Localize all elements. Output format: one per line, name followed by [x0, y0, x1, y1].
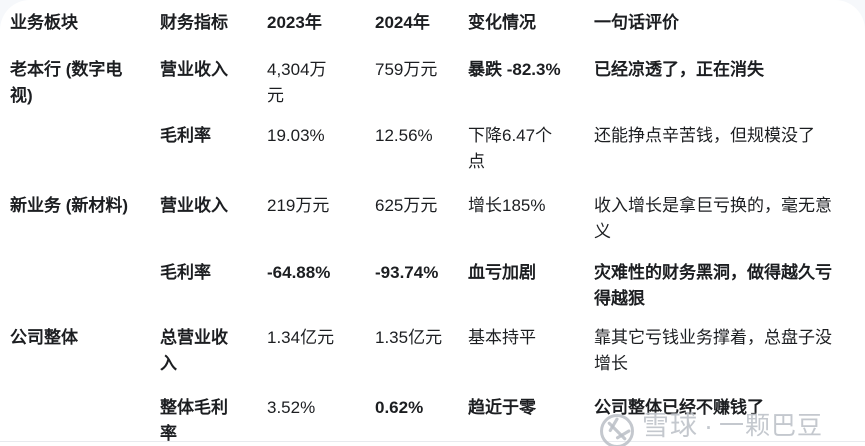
cell-change: 趋近于零 [468, 398, 536, 417]
watermark-brand: 雪球 [642, 411, 698, 441]
bottom-divider [0, 441, 865, 442]
cell-metric: 营业收入 [160, 196, 228, 215]
cell-2023-value: 219万元 [267, 196, 330, 215]
cell-2023-value: 19.03% [267, 126, 325, 145]
table-body: 老本行 (数字电视) 营业收入 4,304万元 759万元 暴跌 -82.3% … [10, 57, 855, 446]
cell-2024-value: 1.35亿元 [375, 328, 443, 347]
cell-2024-value: 625万元 [375, 196, 438, 215]
cell-change: 暴跌 -82.3% [468, 60, 561, 79]
cell-metric: 营业收入 [160, 60, 228, 79]
cell-2023-value: 4,304万元 [267, 60, 327, 105]
column-header-segment: 业务板块 [10, 13, 78, 32]
cell-comment: 已经凉透了，正在消失 [594, 60, 764, 79]
cell-segment: 新业务 (新材料) [10, 196, 129, 215]
watermark-username: 一颗巴豆 [719, 412, 824, 440]
table-row: 毛利率 -64.88% -93.74% 血亏加剧 灾难性的财务黑洞，做得越久亏得… [10, 260, 855, 312]
cell-metric: 毛利率 [160, 263, 211, 282]
cell-2023-value: -64.88% [267, 263, 331, 282]
cell-segment: 公司整体 [10, 328, 78, 347]
cell-comment: 还能挣点辛苦钱，但规模没了 [594, 126, 815, 145]
column-header-2023: 2023年 [267, 13, 322, 32]
cell-metric: 毛利率 [160, 126, 211, 145]
cell-metric: 总营业收入 [160, 328, 228, 373]
watermark-separator: · [704, 411, 713, 441]
cell-2023-value: 1.34亿元 [267, 328, 335, 347]
cell-2023-value: 3.52% [267, 398, 316, 417]
cell-2024-value: 0.62% [375, 398, 424, 417]
watermark: 雪球 · 一颗巴豆 [600, 404, 823, 446]
cell-2024-value: 759万元 [375, 60, 438, 79]
xueqiu-aperture-icon [600, 414, 634, 446]
cell-change: 血亏加剧 [468, 263, 536, 282]
table-header-row: 业务板块 财务指标 2023年 2024年 变化情况 一句话评价 [10, 10, 855, 36]
cell-2024-value: -93.74% [375, 263, 439, 282]
cell-2024-value: 12.56% [375, 126, 433, 145]
table-row: 老本行 (数字电视) 营业收入 4,304万元 759万元 暴跌 -82.3% … [10, 57, 855, 109]
cell-metric: 整体毛利率 [160, 398, 228, 443]
column-header-change: 变化情况 [468, 13, 536, 32]
cell-change: 基本持平 [468, 328, 536, 347]
cell-comment: 靠其它亏钱业务撑着，总盘子没增长 [594, 328, 832, 373]
cell-change: 增长185% [468, 196, 546, 215]
table-row: 整体毛利率 3.52% 0.62% 趋近于零 公司整体已经不赚钱了 [10, 395, 855, 446]
column-header-metric: 财务指标 [160, 13, 228, 32]
cell-comment: 灾难性的财务黑洞，做得越久亏得越狠 [594, 263, 832, 308]
cell-segment: 老本行 (数字电视) [10, 60, 123, 105]
column-header-comment: 一句话评价 [594, 13, 679, 32]
cell-change: 下降6.47个点 [468, 126, 553, 171]
cell-comment: 收入增长是拿巨亏换的，毫无意义 [594, 196, 832, 241]
table-row: 公司整体 总营业收入 1.34亿元 1.35亿元 基本持平 靠其它亏钱业务撑着，… [10, 325, 855, 377]
table-row: 新业务 (新材料) 营业收入 219万元 625万元 增长185% 收入增长是拿… [10, 193, 855, 245]
cell-comment: 公司整体已经不赚钱了 [594, 398, 764, 417]
column-header-2024: 2024年 [375, 13, 430, 32]
table-row: 毛利率 19.03% 12.56% 下降6.47个点 还能挣点辛苦钱，但规模没了 [10, 123, 855, 175]
